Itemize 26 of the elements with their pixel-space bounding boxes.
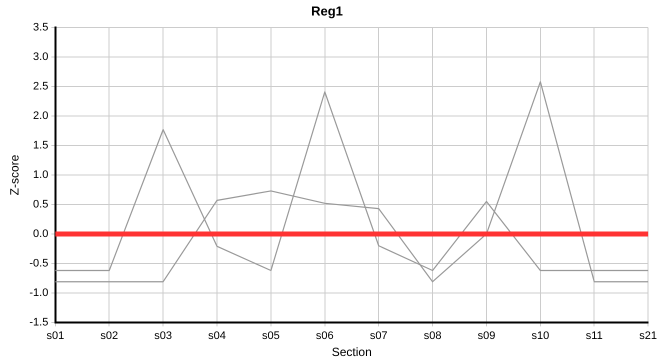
x-tick-label: s08 xyxy=(424,330,442,342)
x-tick-label: s05 xyxy=(262,330,280,342)
y-tick-label: -1.0 xyxy=(29,286,48,299)
y-tick-label: 2.0 xyxy=(33,110,48,122)
y-tick-label: 2.5 xyxy=(33,80,48,93)
x-tick-label: s11 xyxy=(586,330,603,342)
x-tick-label: s04 xyxy=(208,330,226,342)
x-tick-label: s02 xyxy=(100,330,118,342)
x-tick-label: s10 xyxy=(531,330,550,342)
x-tick-label: s21 xyxy=(639,330,658,342)
y-tick-label: -0.5 xyxy=(29,257,48,270)
y-axis-title: Z-score xyxy=(8,154,22,196)
x-tick-label: s09 xyxy=(478,330,496,342)
chart-title: Reg1 xyxy=(311,3,343,18)
x-axis-title: Section xyxy=(332,345,372,360)
y-tick-label: 0.5 xyxy=(33,198,48,211)
x-tick-label: s03 xyxy=(154,330,172,342)
y-tick-label: -1.5 xyxy=(29,316,48,328)
y-tick-label: 1.0 xyxy=(33,169,48,182)
y-tick-label: 1.5 xyxy=(33,140,48,152)
x-tick-label: s06 xyxy=(316,330,334,342)
y-tick-label: 0.0 xyxy=(33,228,48,240)
y-tick-label: 3.5 xyxy=(33,22,48,34)
y-tick-label: 3.0 xyxy=(33,51,48,64)
x-tick-label: s07 xyxy=(370,330,388,342)
x-tick-label: s01 xyxy=(46,330,64,342)
